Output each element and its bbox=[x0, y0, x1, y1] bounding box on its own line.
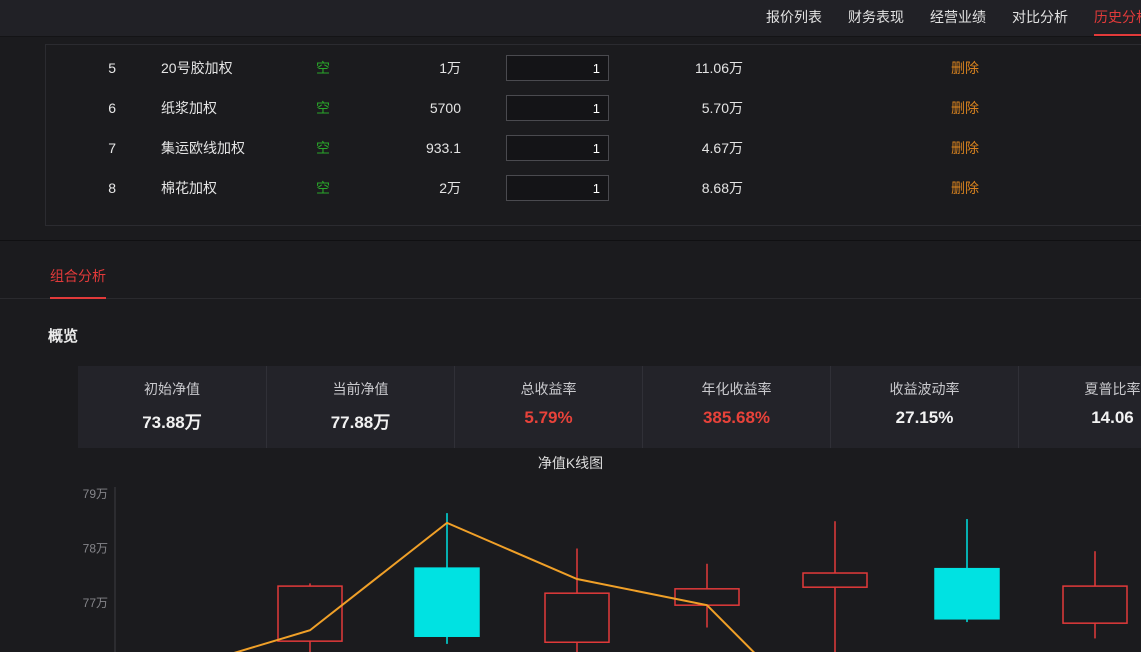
stat-label: 收益波动率 bbox=[889, 381, 960, 397]
stat-label: 总收益率 bbox=[520, 381, 577, 397]
stats-bar: 初始净值 73.88万 当前净值 77.88万 总收益率 5.79% 年化收益率… bbox=[78, 366, 1141, 448]
quantity-value: 5700 bbox=[429, 100, 461, 116]
analysis-tabbar: 组合分析 bbox=[0, 241, 1141, 299]
delete-button[interactable]: 删除 bbox=[951, 100, 979, 116]
tab-portfolio-analysis[interactable]: 组合分析 bbox=[50, 266, 106, 299]
multiplier-input[interactable] bbox=[506, 95, 609, 121]
instrument-name: 纸浆加权 bbox=[161, 100, 217, 116]
overview-title: 概览 bbox=[48, 328, 79, 345]
delete-button[interactable]: 删除 bbox=[951, 140, 979, 156]
chart-title: 净值K线图 bbox=[537, 455, 604, 471]
nav-tab-history-analysis[interactable]: 历史分析 bbox=[1094, 0, 1141, 36]
direction-label: 空 bbox=[316, 60, 330, 76]
nav-tabs: 报价列表 财务表现 经营业绩 对比分析 历史分析 bbox=[766, 0, 1141, 36]
stat-initial-nav: 初始净值 73.88万 bbox=[78, 366, 266, 448]
stat-volatility: 收益波动率 27.15% bbox=[830, 366, 1018, 448]
position-value: 8.68万 bbox=[701, 180, 743, 196]
row-index: 8 bbox=[108, 180, 116, 196]
stat-value: 385.68% bbox=[702, 408, 771, 427]
direction-label: 空 bbox=[316, 100, 330, 116]
stat-label: 当前净值 bbox=[332, 381, 389, 397]
instrument-name: 棉花加权 bbox=[161, 180, 217, 196]
stat-label: 年化收益率 bbox=[701, 381, 772, 397]
multiplier-input[interactable] bbox=[506, 175, 609, 201]
stat-value: 14.06 bbox=[1091, 408, 1134, 427]
row-index: 5 bbox=[108, 60, 116, 76]
stat-current-nav: 当前净值 77.88万 bbox=[266, 366, 454, 448]
direction-label: 空 bbox=[316, 180, 330, 196]
table-row: 8 棉花加权 空 2万 8.68万 删除 bbox=[46, 168, 1141, 208]
stat-sharpe-ratio: 夏普比率 14.06 bbox=[1018, 366, 1141, 448]
multiplier-input[interactable] bbox=[506, 55, 609, 81]
table-row: 5 20号胶加权 空 1万 11.06万 删除 bbox=[46, 48, 1141, 88]
delete-button[interactable]: 删除 bbox=[951, 60, 979, 76]
quantity-value: 933.1 bbox=[425, 140, 461, 156]
nav-tab-comparison[interactable]: 对比分析 bbox=[1012, 9, 1068, 25]
svg-text:79万: 79万 bbox=[83, 487, 108, 501]
quantity-value: 1万 bbox=[439, 60, 461, 76]
svg-text:77万: 77万 bbox=[83, 596, 108, 610]
stat-annualized-return: 年化收益率 385.68% bbox=[642, 366, 830, 448]
stat-value: 73.88万 bbox=[142, 413, 202, 432]
kline-chart: 79万 78万 77万 bbox=[0, 479, 1141, 652]
nav-tab-operations[interactable]: 经营业绩 bbox=[930, 9, 986, 25]
instrument-name: 20号胶加权 bbox=[161, 60, 233, 76]
kline-chart-canvas: 79万 78万 77万 bbox=[83, 487, 1128, 652]
positions-table: 5 20号胶加权 空 1万 11.06万 删除 6 纸浆加权 空 5700 5.… bbox=[45, 44, 1141, 226]
top-nav-bar: 报价列表 财务表现 经营业绩 对比分析 历史分析 bbox=[0, 0, 1141, 37]
table-row: 6 纸浆加权 空 5700 5.70万 删除 bbox=[46, 88, 1141, 128]
row-index: 7 bbox=[108, 140, 116, 156]
stat-label: 夏普比率 bbox=[1084, 381, 1141, 397]
quantity-value: 2万 bbox=[439, 180, 461, 196]
stat-value: 77.88万 bbox=[330, 413, 391, 432]
nav-tab-quote-list[interactable]: 报价列表 bbox=[766, 9, 822, 25]
stat-value: 5.79% bbox=[524, 408, 573, 427]
stat-value: 27.15% bbox=[895, 408, 954, 427]
position-value: 11.06万 bbox=[695, 60, 743, 76]
instrument-name: 集运欧线加权 bbox=[161, 140, 245, 156]
table-row: 7 集运欧线加权 空 933.1 4.67万 删除 bbox=[46, 128, 1141, 168]
portfolio-analysis-section: 组合分析 概览 初始净值 73.88万 当前净值 77.88万 总收益率 5.7… bbox=[0, 240, 1141, 652]
stat-label: 初始净值 bbox=[144, 381, 200, 397]
multiplier-input[interactable] bbox=[506, 135, 609, 161]
delete-button[interactable]: 删除 bbox=[951, 180, 979, 196]
stat-total-return: 总收益率 5.79% bbox=[454, 366, 642, 448]
nav-tab-financials[interactable]: 财务表现 bbox=[848, 9, 904, 25]
position-value: 4.67万 bbox=[701, 140, 743, 156]
svg-text:78万: 78万 bbox=[83, 542, 108, 556]
position-value: 5.70万 bbox=[701, 100, 743, 116]
row-index: 6 bbox=[108, 100, 116, 116]
direction-label: 空 bbox=[316, 140, 330, 156]
